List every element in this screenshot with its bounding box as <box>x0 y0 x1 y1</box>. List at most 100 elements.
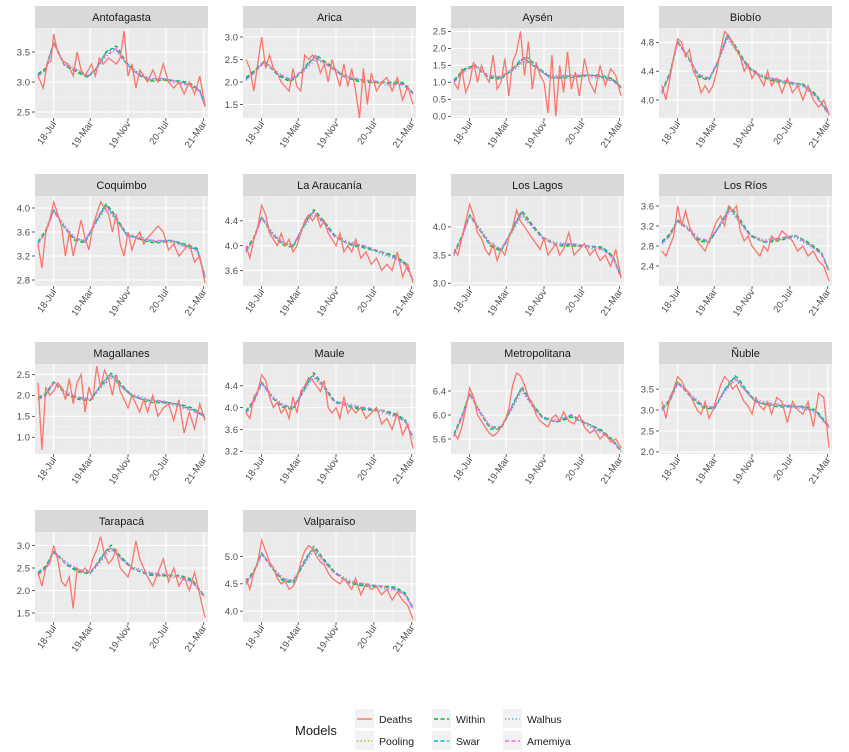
y-tick-label: 4.0 <box>225 606 238 617</box>
legend-label: Deaths <box>379 714 412 726</box>
legend-label: Walhus <box>527 714 562 726</box>
facet-strip <box>35 6 208 28</box>
y-tick-label: 2.5 <box>17 370 30 381</box>
series-line-swar <box>37 41 206 107</box>
series-lines <box>661 30 830 116</box>
y-tick-label: 2.0 <box>17 586 30 597</box>
x-tick-label: 18-Jul <box>243 119 267 147</box>
y-tick-label: 1.5 <box>17 412 30 423</box>
x-tick-label: 21-Mar <box>183 623 209 654</box>
series-lines <box>661 375 830 448</box>
y-tick-label: 3.0 <box>17 541 30 552</box>
y-tick-label: 3.5 <box>17 47 30 58</box>
x-tick-label: 21-Mar <box>391 455 417 486</box>
x-tick-label: 20-Jul <box>147 455 171 483</box>
x-tick-label: 21-Mar <box>807 287 833 318</box>
series-lines <box>37 536 206 618</box>
y-tick-label: 2.0 <box>641 447 654 458</box>
y-tick-label: 3.6 <box>641 201 654 212</box>
y-tick-label: 4.5 <box>225 579 238 590</box>
series-line-swar <box>37 373 206 418</box>
facet-strip <box>451 174 624 196</box>
x-tick-label: 20-Jul <box>563 287 587 315</box>
series-lines <box>245 203 414 284</box>
y-tick-label: 2.8 <box>17 275 30 286</box>
x-tick-label: 19-Mar <box>69 455 95 486</box>
facet-title: Metropolitana <box>504 348 572 360</box>
facet-strip <box>243 174 416 196</box>
x-tick-label: 19-Mar <box>277 287 303 318</box>
series-line-walhus <box>453 390 622 451</box>
series-line-deaths <box>661 375 830 448</box>
x-tick-label: 21-Mar <box>183 455 209 486</box>
facet-title: Arica <box>317 12 343 24</box>
facet-strip <box>659 342 832 364</box>
x-tick-label: 19-Mar <box>693 287 719 318</box>
y-tick-label: 4.4 <box>225 216 238 227</box>
legend-title: Models <box>295 723 337 738</box>
plot-background <box>35 364 208 454</box>
facet-panel: Valparaíso 4.0 4.5 5.0 18-Jul 19-Mar 19-Nov 20-… <box>225 510 417 655</box>
x-tick-label: 19-Nov <box>107 623 134 655</box>
x-tick-label: 19-Nov <box>315 623 342 655</box>
y-tick-label: 3.6 <box>225 425 238 436</box>
legend-label: Within <box>456 714 485 726</box>
x-tick-label: 18-Jul <box>35 119 59 147</box>
facet-strip <box>243 342 416 364</box>
x-tick-label: 18-Jul <box>243 623 267 651</box>
y-tick-label: 1.5 <box>17 608 30 619</box>
facet-panel: Aysén 0.0 0.5 1.0 1.5 2.0 2.5 18-Jul 19-Mar 19-No… <box>433 6 625 151</box>
series-line-deaths <box>453 202 622 278</box>
facet-panel: Los Ríos 2.4 2.8 3.2 3.6 18-Jul 19-Mar 19-Nov 20… <box>641 174 833 319</box>
series-line-amemiya <box>37 546 206 599</box>
series-line-amemiya <box>661 36 830 116</box>
facet-title: Tarapacá <box>99 516 145 528</box>
facet-strip <box>659 174 832 196</box>
facet-title: Aysén <box>522 12 552 24</box>
x-tick-label: 19-Nov <box>315 287 342 319</box>
facet-title: Ñuble <box>731 347 760 360</box>
x-tick-label: 21-Mar <box>391 623 417 654</box>
y-tick-label: 4.0 <box>225 241 238 252</box>
y-tick-label: 2.5 <box>433 27 446 38</box>
facet-strip <box>451 6 624 28</box>
facet-title: Los Lagos <box>512 180 563 192</box>
x-tick-label: 20-Jul <box>355 287 379 315</box>
facet-title: Coquimbo <box>96 180 146 192</box>
x-tick-label: 19-Nov <box>107 287 134 319</box>
y-tick-label: 2.0 <box>225 77 238 88</box>
x-tick-label: 18-Jul <box>35 623 59 651</box>
facet-panel: Tarapacá 1.5 2.0 2.5 3.0 18-Jul 19-Mar 19-Nov 20… <box>17 510 209 655</box>
plot-background <box>659 364 832 454</box>
legend-entry: Pooling <box>355 731 414 750</box>
facet-panel: Los Lagos 3.0 3.5 4.0 18-Jul 19-Mar 19-Nov 20-J… <box>433 174 625 319</box>
y-tick-label: 4.0 <box>17 203 30 214</box>
y-tick-label: 3.2 <box>17 251 30 262</box>
x-tick-label: 19-Mar <box>277 623 303 654</box>
legend-entry: Swar <box>432 731 480 750</box>
x-tick-label: 18-Jul <box>451 455 475 483</box>
series-line-deaths <box>37 536 206 618</box>
series-lines <box>37 365 206 450</box>
series-lines <box>453 202 622 279</box>
facet-panel: Coquimbo 2.8 3.2 3.6 4.0 18-Jul 19-Mar 19-Nov 20… <box>17 174 209 319</box>
series-line-deaths <box>245 373 414 449</box>
plot-background <box>243 532 416 622</box>
series-line-walhus <box>661 379 830 427</box>
series-line-within <box>453 385 622 452</box>
series-line-deaths <box>37 365 206 450</box>
x-tick-label: 20-Jul <box>355 119 379 147</box>
series-line-deaths <box>245 537 414 620</box>
x-tick-label: 20-Jul <box>771 287 795 315</box>
series-line-deaths <box>661 30 830 115</box>
series-line-amemiya <box>453 387 622 453</box>
legend-label: Swar <box>456 736 480 748</box>
series-line-swar <box>37 547 206 599</box>
x-tick-label: 21-Mar <box>599 119 625 150</box>
x-tick-label: 18-Jul <box>243 455 267 483</box>
y-tick-label: 3.6 <box>17 227 30 238</box>
x-tick-label: 19-Mar <box>69 119 95 150</box>
x-tick-label: 18-Jul <box>35 455 59 483</box>
x-tick-label: 19-Nov <box>731 119 758 151</box>
series-line-walhus <box>37 40 206 105</box>
